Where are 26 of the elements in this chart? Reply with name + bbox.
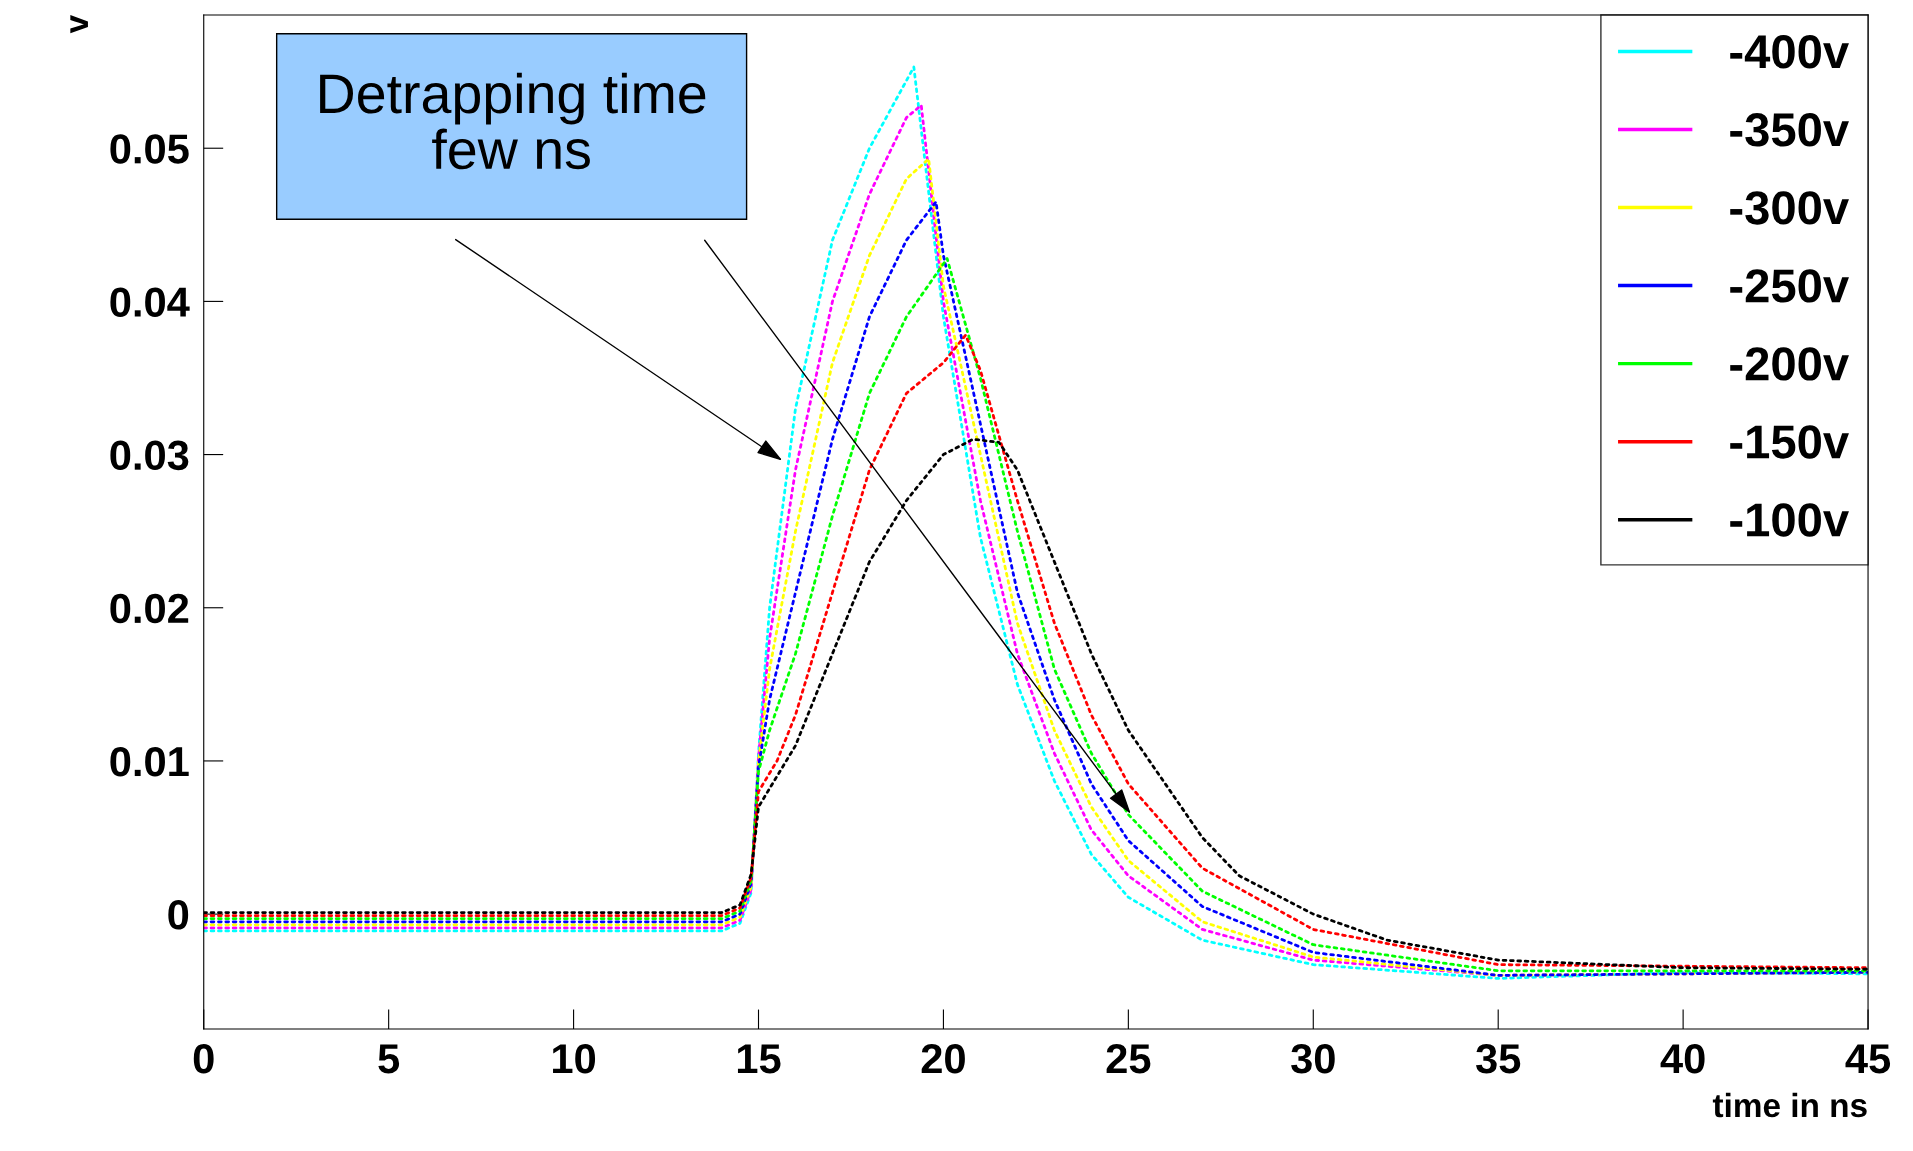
x-tick-label: 20: [921, 1043, 965, 1074]
x-tick-label: 25: [1106, 1043, 1151, 1074]
x-tick-label: 15: [737, 1044, 781, 1074]
x-tick-label: 30: [1291, 1043, 1335, 1074]
y-tick-label: 0.01: [110, 746, 189, 777]
x-axis-title: time in ns: [1712, 1092, 1867, 1118]
y-tick-label: 0.02: [110, 593, 189, 624]
y-tick-label: 0: [168, 900, 189, 930]
y-tick-label: 0.05: [110, 134, 189, 164]
legend-label: -300v: [1730, 191, 1849, 225]
x-tick-label: 45: [1845, 1044, 1891, 1074]
x-tick-label: 35: [1475, 1043, 1521, 1074]
legend-label: -200v: [1730, 347, 1849, 381]
y-tick-label: 0.03: [110, 440, 189, 471]
legend-label: -100v: [1730, 503, 1849, 537]
annotation: Detrapping time few ns: [320, 72, 706, 170]
x-tick-label: 5: [378, 1044, 400, 1074]
x-tick-label: 40: [1660, 1043, 1705, 1074]
y-axis-title: v: [70, 15, 88, 34]
x-tick-label: 10: [553, 1043, 596, 1074]
x-tick-label: 0: [193, 1043, 214, 1074]
y-tick-label: 0.04: [110, 287, 190, 317]
legend-label: -250v: [1730, 269, 1849, 303]
legend-label: -350v: [1730, 113, 1849, 147]
legend-label: -400v: [1730, 35, 1849, 69]
legend-label: -150v: [1730, 425, 1849, 459]
